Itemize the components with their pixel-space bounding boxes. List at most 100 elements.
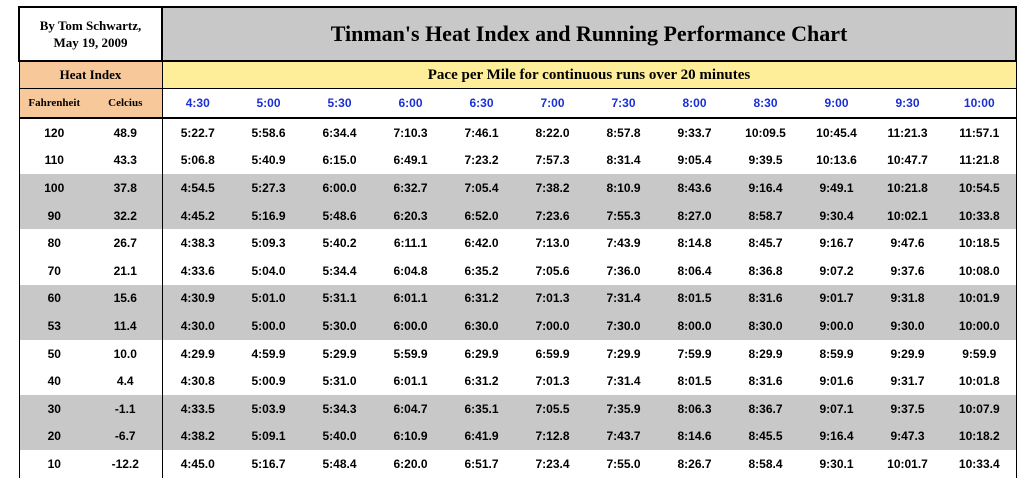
- pace-cell: 6:00.0: [304, 174, 376, 202]
- pace-cell: 5:58.6: [251, 125, 286, 140]
- pace-cell: 8:58.4: [748, 456, 783, 471]
- pace-cell: 10:33.8: [943, 201, 1017, 230]
- pace-cell: 10:09.5: [745, 125, 786, 140]
- pace-cell: 5:48.4: [322, 456, 357, 471]
- table-row: 100 37.8 4:54.5 5:27.3 6:00.0 6:32.7 7:05.4 7:3…: [18, 174, 1017, 202]
- pace-cell: 7:59.9: [677, 346, 712, 361]
- table-row: 40 4.4 4:30.8 5:00.9 5:31.0 6:01.1 6:31.2 7:01.…: [18, 367, 1017, 395]
- pace-cell: 6:52.0: [446, 201, 518, 230]
- pace-cell: 5:29.9: [322, 346, 357, 361]
- pace-cell: 9:39.5: [748, 153, 783, 168]
- pace-cell: 4:29.9: [180, 346, 215, 361]
- fahrenheit-cell: 40: [18, 367, 89, 395]
- pace-cell: 9:01.6: [819, 374, 854, 389]
- pace-cell: 5:16.9: [233, 201, 305, 230]
- heat-index-label: Heat Index: [18, 61, 163, 89]
- pace-cell: 8:43.6: [659, 174, 731, 202]
- pace-cell: 8:59.9: [819, 346, 854, 361]
- celcius-cell: 4.4: [89, 367, 163, 395]
- pace-cell: 7:00.0: [517, 312, 589, 340]
- pace-column-header: 6:30: [446, 88, 518, 119]
- pace-cell: 8:10.9: [588, 174, 660, 202]
- author-date: May 19, 2009: [53, 35, 128, 50]
- fahrenheit-cell: 53: [18, 312, 89, 340]
- pace-cell: 6:35.2: [464, 263, 499, 278]
- heat-index-table: By Tom Schwartz, May 19, 2009 Tinman's H…: [17, 6, 1018, 478]
- pace-cell: 10:13.6: [816, 153, 857, 168]
- pace-cell: 7:43.7: [588, 422, 660, 451]
- pace-cell: 6:41.9: [446, 422, 518, 451]
- pace-cell: 5:40.2: [322, 236, 357, 251]
- pace-column-header: 9:30: [872, 88, 944, 119]
- pace-cell: 7:29.9: [606, 346, 641, 361]
- pace-cell: 8:31.6: [748, 374, 783, 389]
- fahrenheit-cell: 50: [18, 339, 89, 368]
- celcius-cell: 48.9: [89, 118, 163, 147]
- pace-cell: 10:54.5: [943, 174, 1017, 202]
- pace-cell: 5:09.1: [233, 422, 305, 451]
- pace-cell: 9:59.9: [943, 339, 1017, 368]
- table-row: 110 43.3 5:06.8 5:40.9 6:15.0 6:49.1 7:23.2 7:5…: [18, 146, 1017, 175]
- pace-cell: 5:27.3: [233, 174, 305, 202]
- pace-cell: 8:14.6: [659, 422, 731, 451]
- pace-cell: 7:43.9: [606, 236, 641, 251]
- pace-cell: 9:16.4: [801, 422, 873, 451]
- pace-cell: 8:45.7: [748, 236, 783, 251]
- pace-cell: 8:29.9: [748, 346, 783, 361]
- celcius-cell: 10.0: [89, 339, 163, 368]
- pace-cell: 7:30.0: [588, 312, 660, 340]
- pace-cell: 8:36.7: [730, 394, 802, 423]
- pace-cell: 9:31.7: [890, 374, 925, 389]
- pace-cell: 7:31.4: [588, 284, 660, 313]
- pace-cell: 9:07.2: [819, 263, 854, 278]
- pace-cell: 10:21.8: [872, 174, 944, 202]
- pace-cell: 4:33.6: [180, 263, 215, 278]
- pace-cell: 6:59.9: [535, 346, 570, 361]
- chart-title: Tinman's Heat Index and Running Performa…: [162, 6, 1018, 62]
- celcius-cell: 21.1: [89, 256, 163, 285]
- pace-cell: 7:57.3: [535, 153, 570, 168]
- pace-cell: 6:00.0: [375, 312, 447, 340]
- table-row: 10 -12.2 4:45.0 5:16.7 5:48.4 6:20.0 6:51.7 7:2…: [18, 450, 1017, 478]
- pace-cell: 5:31.0: [322, 374, 357, 389]
- author-name: By Tom Schwartz,: [39, 18, 142, 33]
- pace-cell: 5:04.0: [251, 263, 286, 278]
- celcius-cell: 32.2: [89, 201, 163, 230]
- pace-cell: 9:30.4: [801, 201, 873, 230]
- pace-cell: 8:26.7: [677, 456, 712, 471]
- pace-cell: 9:30.1: [819, 456, 854, 471]
- pace-column-header: 4:30: [162, 88, 234, 119]
- pace-cell: 10:07.9: [943, 394, 1017, 423]
- pace-column-header: 10:00: [943, 88, 1017, 119]
- fahrenheit-cell: 90: [18, 201, 89, 230]
- pace-cell: 8:01.5: [677, 374, 712, 389]
- pace-cell: 4:59.9: [251, 346, 286, 361]
- pace-cell: 4:33.5: [162, 394, 234, 423]
- pace-cell: 7:05.5: [517, 394, 589, 423]
- pace-cell: 4:30.8: [180, 374, 215, 389]
- pace-cell: 6:42.0: [464, 236, 499, 251]
- pace-cell: 5:31.1: [304, 284, 376, 313]
- pace-cell: 8:45.5: [730, 422, 802, 451]
- pace-cell: 8:31.6: [730, 284, 802, 313]
- pace-cell: 7:46.1: [464, 125, 499, 140]
- pace-cell: 8:06.4: [677, 263, 712, 278]
- pace-cell: 5:00.0: [233, 312, 305, 340]
- pace-cell: 5:22.7: [180, 125, 215, 140]
- pace-cell: 10:00.0: [943, 312, 1017, 340]
- pace-cell: 8:31.4: [606, 153, 641, 168]
- pace-cell: 6:04.7: [375, 394, 447, 423]
- pace-cell: 4:45.2: [162, 201, 234, 230]
- pace-cell: 9:16.7: [819, 236, 854, 251]
- pace-cell: 10:01.7: [887, 456, 928, 471]
- table-row: 20 -6.7 4:38.2 5:09.1 5:40.0 6:10.9 6:41.9 7:12…: [18, 422, 1017, 451]
- pace-cell: 5:03.9: [233, 394, 305, 423]
- pace-column-header: 8:30: [730, 88, 802, 119]
- fahrenheit-cell: 80: [18, 229, 89, 257]
- celcius-cell: -6.7: [89, 422, 163, 451]
- table-row: 60 15.6 4:30.9 5:01.0 5:31.1 6:01.1 6:31.2 7:01…: [18, 284, 1017, 313]
- celcius-cell: 43.3: [89, 146, 163, 175]
- pace-cell: 9:31.8: [872, 284, 944, 313]
- pace-cell: 4:30.9: [162, 284, 234, 313]
- pace-cell: 8:01.5: [659, 284, 731, 313]
